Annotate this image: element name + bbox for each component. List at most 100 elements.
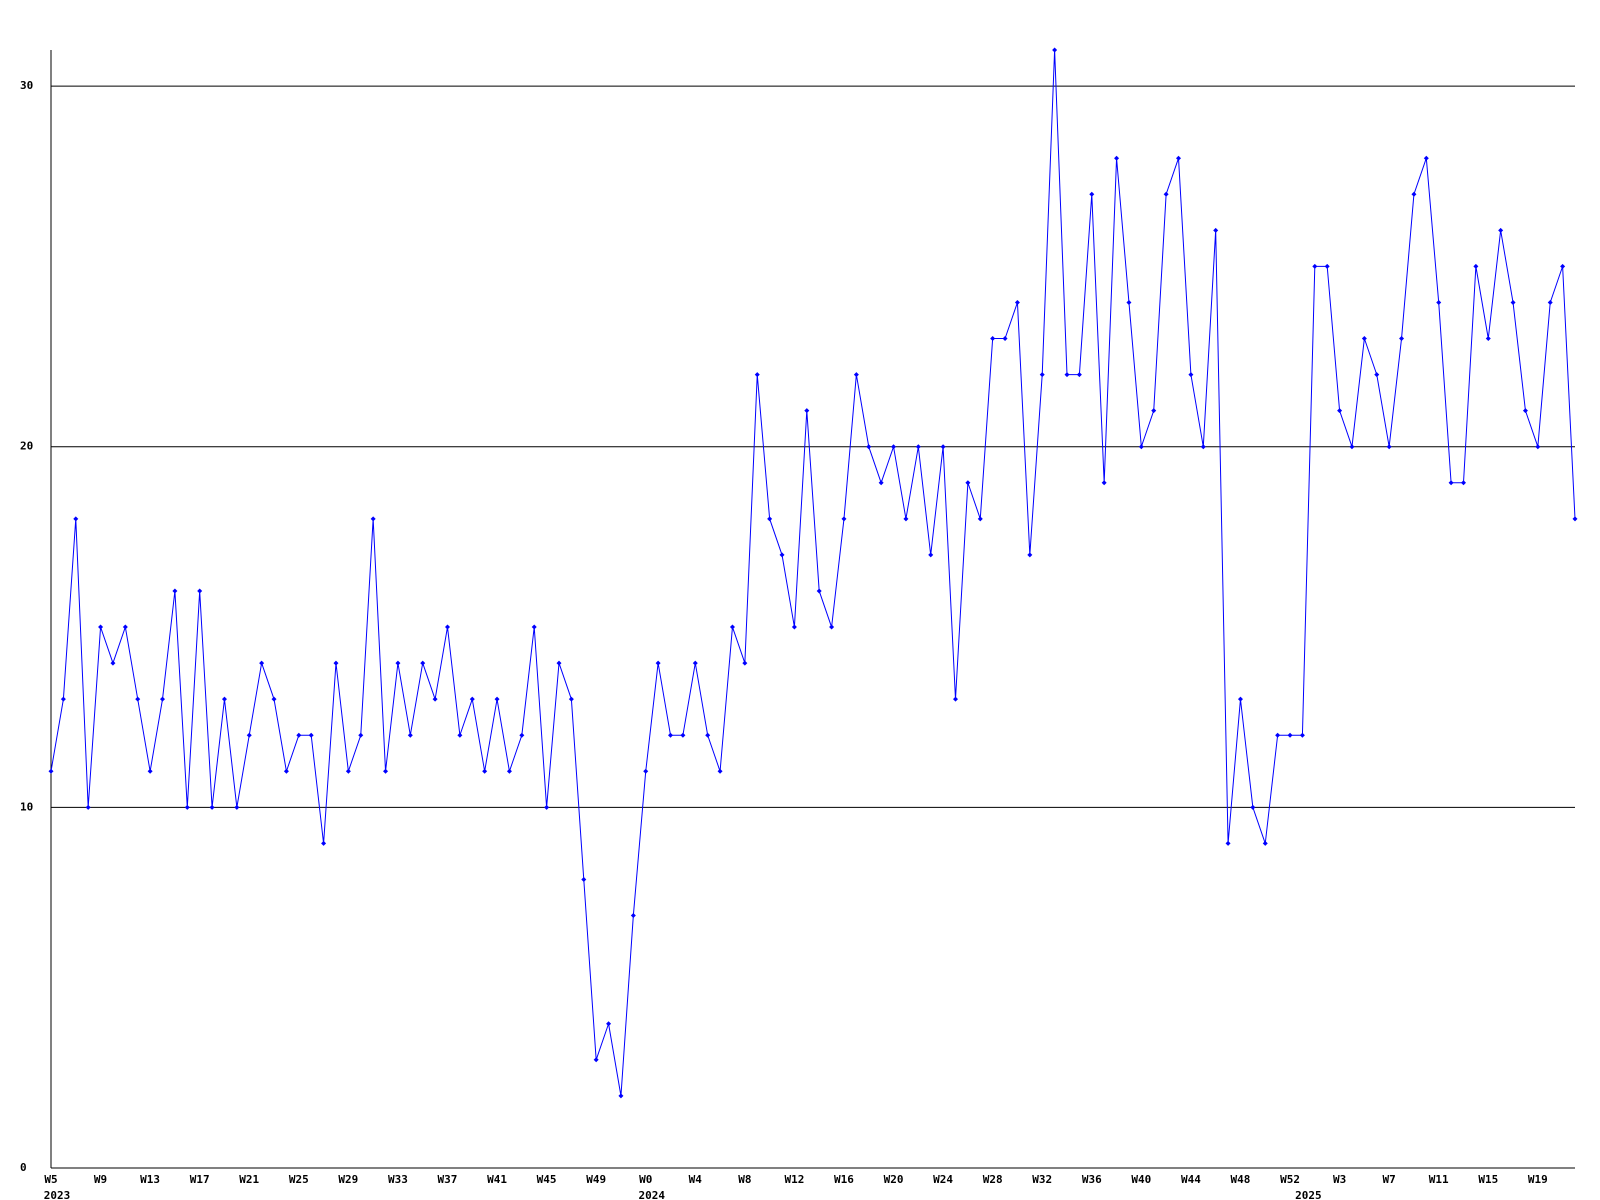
data-point xyxy=(791,624,797,630)
year-label: 2025 xyxy=(1295,1189,1322,1200)
data-point xyxy=(1510,299,1516,305)
x-tick-label: W25 xyxy=(289,1173,309,1186)
data-point xyxy=(482,768,488,774)
x-tick-label: W7 xyxy=(1383,1173,1396,1186)
data-point xyxy=(1188,372,1194,378)
data-point xyxy=(1163,191,1169,197)
x-tick-label: W19 xyxy=(1528,1173,1548,1186)
data-point xyxy=(531,624,537,630)
data-point xyxy=(197,588,203,594)
data-point xyxy=(841,516,847,522)
data-point xyxy=(469,696,475,702)
data-point xyxy=(816,588,822,594)
data-point xyxy=(1460,480,1466,486)
data-point xyxy=(73,516,79,522)
data-point xyxy=(568,696,574,702)
data-point xyxy=(767,516,773,522)
data-point xyxy=(1312,263,1318,269)
data-point xyxy=(1225,840,1231,846)
data-point xyxy=(345,768,351,774)
x-tick-label: W5 xyxy=(44,1173,57,1186)
data-point xyxy=(928,552,934,558)
year-label: 2024 xyxy=(638,1189,665,1200)
data-point xyxy=(1572,516,1578,522)
data-point xyxy=(135,696,141,702)
data-point xyxy=(581,876,587,882)
data-point xyxy=(333,660,339,666)
data-point xyxy=(1547,299,1553,305)
data-point xyxy=(358,732,364,738)
x-tick-label: W12 xyxy=(784,1173,804,1186)
data-point xyxy=(1485,336,1491,342)
x-tick-label: W15 xyxy=(1478,1173,1498,1186)
data-point xyxy=(296,732,302,738)
data-point xyxy=(1448,480,1454,486)
data-point xyxy=(779,552,785,558)
x-tick-label: W20 xyxy=(884,1173,904,1186)
data-point xyxy=(234,804,240,810)
data-point xyxy=(321,840,327,846)
data-point xyxy=(1126,299,1132,305)
data-point xyxy=(1076,372,1082,378)
y-tick-label: 10 xyxy=(20,800,33,813)
data-point xyxy=(655,660,661,666)
data-point xyxy=(742,660,748,666)
data-point xyxy=(1002,336,1008,342)
data-point xyxy=(1374,372,1380,378)
x-tick-label: W21 xyxy=(239,1173,259,1186)
data-point xyxy=(866,444,872,450)
data-point xyxy=(420,660,426,666)
data-point xyxy=(1014,299,1020,305)
data-point xyxy=(395,660,401,666)
data-point xyxy=(283,768,289,774)
x-tick-label: W17 xyxy=(190,1173,210,1186)
data-point xyxy=(1522,408,1528,414)
data-point xyxy=(1473,263,1479,269)
data-point xyxy=(48,768,54,774)
x-tick-label: W13 xyxy=(140,1173,160,1186)
data-point xyxy=(705,732,711,738)
data-point xyxy=(494,696,500,702)
x-tick-label: W41 xyxy=(487,1173,507,1186)
data-point xyxy=(407,732,413,738)
data-point xyxy=(1114,155,1120,161)
data-point xyxy=(1535,444,1541,450)
data-point xyxy=(506,768,512,774)
data-point xyxy=(60,696,66,702)
data-point xyxy=(1337,408,1343,414)
data-point xyxy=(432,696,438,702)
data-point xyxy=(544,804,550,810)
data-point xyxy=(172,588,178,594)
data-point xyxy=(754,372,760,378)
x-tick-label: W48 xyxy=(1231,1173,1251,1186)
data-point xyxy=(668,732,674,738)
data-point xyxy=(1411,191,1417,197)
data-point xyxy=(1287,732,1293,738)
data-point xyxy=(1213,227,1219,233)
x-tick-label: W52 xyxy=(1280,1173,1300,1186)
data-point xyxy=(1324,263,1330,269)
x-tick-label: W44 xyxy=(1181,1173,1201,1186)
data-point xyxy=(630,913,636,919)
data-point xyxy=(1498,227,1504,233)
x-tick-label: W37 xyxy=(438,1173,458,1186)
data-point xyxy=(692,660,698,666)
x-tick-label: W3 xyxy=(1333,1173,1346,1186)
data-point xyxy=(717,768,723,774)
data-point xyxy=(1361,336,1367,342)
x-tick-label: W16 xyxy=(834,1173,854,1186)
year-label: 2023 xyxy=(44,1189,71,1200)
data-point xyxy=(1275,732,1281,738)
y-tick-label: 30 xyxy=(20,79,33,92)
data-point xyxy=(1089,191,1095,197)
data-point xyxy=(915,444,921,450)
data-point xyxy=(246,732,252,738)
data-point xyxy=(1423,155,1429,161)
y-tick-label: 20 xyxy=(20,440,33,453)
x-tick-label: W4 xyxy=(689,1173,703,1186)
data-point xyxy=(965,480,971,486)
data-point xyxy=(160,696,166,702)
data-point xyxy=(1039,372,1045,378)
data-point xyxy=(977,516,983,522)
